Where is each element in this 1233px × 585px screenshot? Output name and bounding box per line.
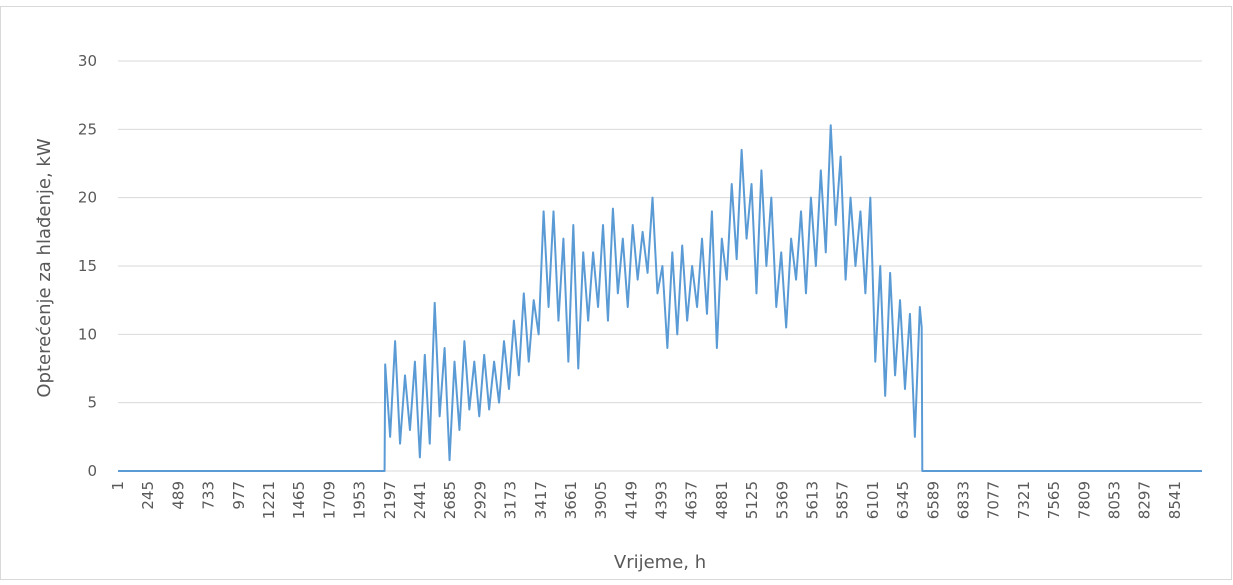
x-tick-label: 977 <box>230 481 248 510</box>
y-tick-label: 20 <box>78 189 97 207</box>
x-tick-label: 6345 <box>894 481 912 519</box>
x-tick-label: 1221 <box>260 481 278 519</box>
y-tick-label: 30 <box>78 52 97 70</box>
y-tick-label: 5 <box>87 394 97 412</box>
x-tick-label: 1709 <box>320 481 338 519</box>
x-tick-label: 8053 <box>1106 481 1124 519</box>
x-tick-label: 245 <box>139 481 157 510</box>
x-tick-label: 5369 <box>773 481 791 519</box>
x-tick-label: 2441 <box>411 481 429 519</box>
x-tick-label: 4393 <box>653 481 671 519</box>
x-tick-label: 4149 <box>622 481 640 519</box>
x-tick-label: 7077 <box>985 481 1003 519</box>
x-tick-label: 489 <box>169 481 187 510</box>
x-tick-label: 7321 <box>1015 481 1033 519</box>
x-tick-label: 3661 <box>562 481 580 519</box>
x-tick-label: 6833 <box>955 481 973 519</box>
x-tick-label: 8541 <box>1166 481 1184 519</box>
x-tick-label: 733 <box>200 481 218 510</box>
x-tick-label: 6589 <box>924 481 942 519</box>
x-tick-label: 2929 <box>471 481 489 519</box>
x-tick-label: 2685 <box>441 481 459 519</box>
x-tick-label: 2197 <box>381 481 399 519</box>
x-tick-label: 1953 <box>351 481 369 519</box>
data-line <box>118 124 1202 472</box>
x-tick-label: 7809 <box>1075 481 1093 519</box>
y-axis-title: Opterećenje za hlađenje, kW <box>34 138 55 397</box>
x-tick-label: 8297 <box>1136 481 1154 519</box>
x-tick-label: 5613 <box>804 481 822 519</box>
x-tick-label: 1 <box>109 481 127 491</box>
y-tick-label: 15 <box>78 257 97 275</box>
x-tick-label: 3417 <box>532 481 550 519</box>
x-tick-label: 3905 <box>592 481 610 519</box>
x-axis-title: Vrijeme, h <box>614 552 706 573</box>
x-tick-label: 6101 <box>864 481 882 519</box>
x-tick-label: 1465 <box>290 481 308 519</box>
x-tick-label: 5857 <box>834 481 852 519</box>
x-tick-label: 7565 <box>1045 481 1063 519</box>
chart-border <box>0 6 1232 580</box>
x-tick-label: 3173 <box>502 481 520 519</box>
y-tick-label: 0 <box>87 462 97 480</box>
x-tick-label: 4881 <box>713 481 731 519</box>
x-tick-label: 5125 <box>743 481 761 519</box>
x-tick-label: 4637 <box>683 481 701 519</box>
y-tick-label: 10 <box>78 325 97 343</box>
y-tick-label: 25 <box>78 120 97 138</box>
